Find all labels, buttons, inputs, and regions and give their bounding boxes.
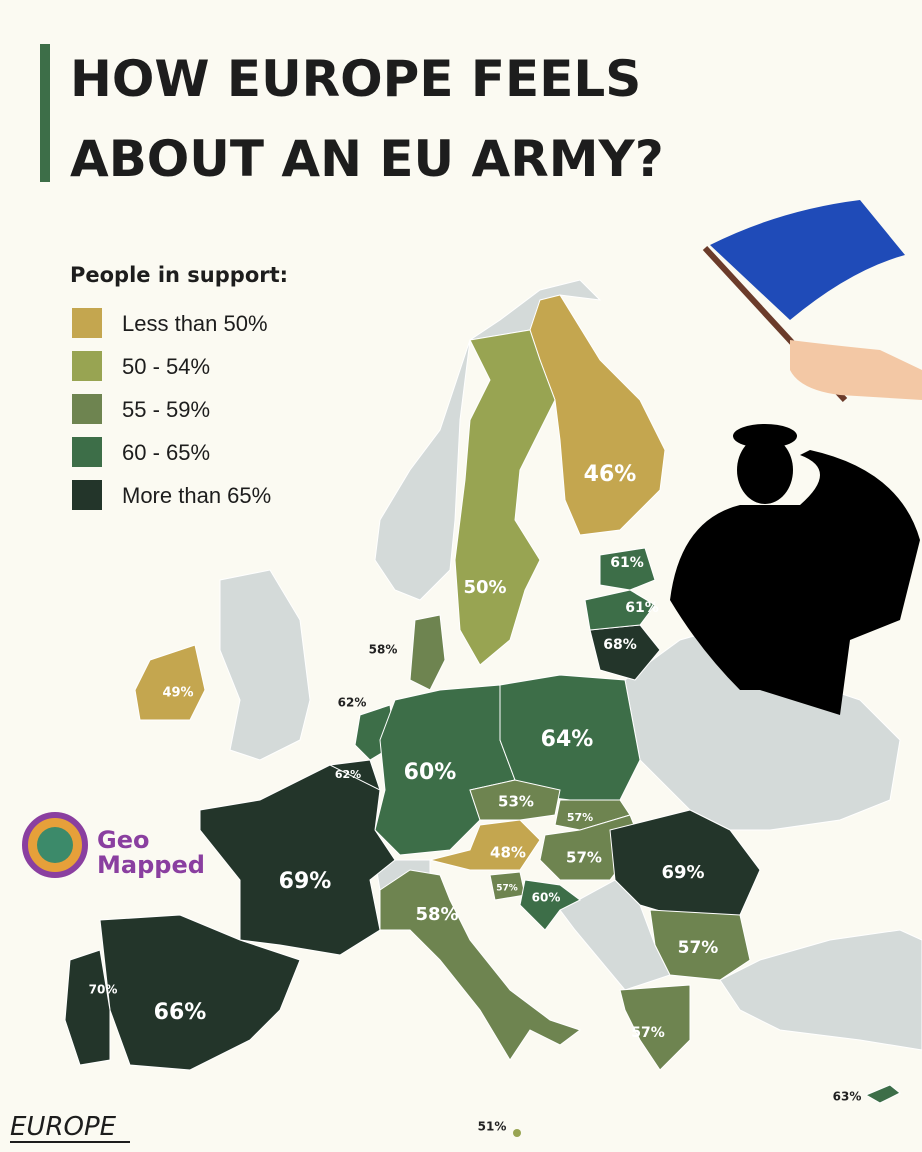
legend-label: 60 - 65% [122,440,210,465]
map-label: 57% [566,849,602,867]
country [599,547,656,591]
logo: Geo Mapped [22,812,205,879]
country [584,589,656,631]
legend-swatch [72,351,102,381]
country [99,914,301,1071]
map-label: 57% [678,938,719,958]
country [719,929,922,1051]
map-label: 69% [279,869,332,894]
country [219,569,311,761]
country [409,614,446,691]
country [649,909,751,981]
legend: Less than 50% 50 - 54% 55 - 59% 60 - 65% Mor… [72,308,271,510]
map-label: 62% [335,768,361,781]
map-label: 61% [625,600,659,616]
title-bar [40,44,50,182]
map-label: 48% [490,844,526,862]
legend-swatch [72,394,102,424]
logo-text: Mapped [97,851,205,879]
map-label: 57% [496,884,518,894]
map-label: 53% [498,793,534,811]
map-label: 46% [584,462,637,487]
country [469,779,561,821]
legend-label: Less than 50% [122,311,268,336]
country [864,1084,901,1104]
country [529,294,666,536]
country [379,869,582,1061]
map [64,279,922,1137]
map-label: 57% [631,1025,665,1041]
map-label: 58% [415,904,458,925]
country [513,1129,521,1137]
title-line: HOW EUROPE FEELS [70,50,641,108]
map-label: 58% [369,643,398,657]
map-label: 50% [463,577,506,598]
legend-swatch [72,308,102,338]
map-label: 68% [603,637,637,653]
map-labels: 46% 50% 61% 61% 68% 58% 49% 62% 62% 60% … [89,462,862,1134]
legend-title: People in support: [70,263,288,287]
logo-text: Geo [97,826,149,854]
map-label: 51% [478,1120,507,1134]
map-label: 69% [661,862,704,883]
country [619,984,691,1071]
map-label: 66% [154,1000,207,1025]
legend-swatch [72,480,102,510]
flag [702,200,922,403]
legend-label: More than 65% [122,483,271,508]
country [64,949,111,1066]
map-label: 64% [541,727,594,752]
map-label: 60% [404,760,457,785]
country [134,644,206,721]
legend-swatch [72,437,102,467]
country [519,879,581,931]
country [454,329,556,666]
soldier [670,424,920,715]
map-label: 60% [532,891,561,905]
footer: EUROPE [10,1112,117,1142]
map-label: 57% [567,811,593,824]
map-label: 70% [89,983,118,997]
legend-label: 50 - 54% [122,354,210,379]
map-label: 62% [338,696,367,710]
legend-label: 55 - 59% [122,397,210,422]
map-label: 63% [833,1090,862,1104]
map-label: 61% [610,555,644,571]
map-label: 49% [162,686,193,701]
title-line: ABOUT AN EU ARMY? [70,130,664,188]
country [429,819,541,871]
country [199,764,396,956]
